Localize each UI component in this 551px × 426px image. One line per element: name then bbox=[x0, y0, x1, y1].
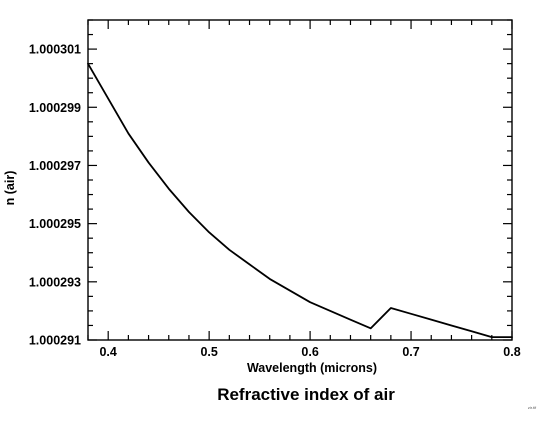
y-tick-label: 1.000291 bbox=[29, 334, 81, 348]
x-tick-label: 0.6 bbox=[301, 345, 318, 359]
y-tick-label: 1.000295 bbox=[29, 217, 81, 231]
y-tick-labels: 1.000291 1.000293 1.000295 1.000297 1.000299… bbox=[29, 43, 81, 348]
y-tick-label: 1.000301 bbox=[29, 43, 81, 57]
x-axis-label: Wavelength (microns) bbox=[247, 361, 377, 375]
plot-frame bbox=[87, 19, 513, 341]
series bbox=[87, 62, 513, 338]
x-tick-label: 0.4 bbox=[99, 345, 116, 359]
axes bbox=[87, 19, 513, 341]
chart-title: Refractive index of air bbox=[217, 385, 395, 404]
y-tick-label: 1.000293 bbox=[29, 275, 81, 289]
x-tick-labels: 0.4 0.5 0.6 0.7 0.8 bbox=[99, 345, 520, 359]
corner-tag: zir.tif bbox=[528, 405, 537, 410]
y-tick-label: 1.000297 bbox=[29, 159, 81, 173]
y-tick-label: 1.000299 bbox=[29, 101, 81, 115]
x-tick-label: 0.8 bbox=[503, 345, 520, 359]
y-axis-label: n (air) bbox=[3, 171, 17, 206]
x-tick-label: 0.5 bbox=[200, 345, 217, 359]
x-tick-label: 0.7 bbox=[402, 345, 419, 359]
series-line bbox=[87, 62, 513, 338]
ticks bbox=[87, 19, 513, 341]
